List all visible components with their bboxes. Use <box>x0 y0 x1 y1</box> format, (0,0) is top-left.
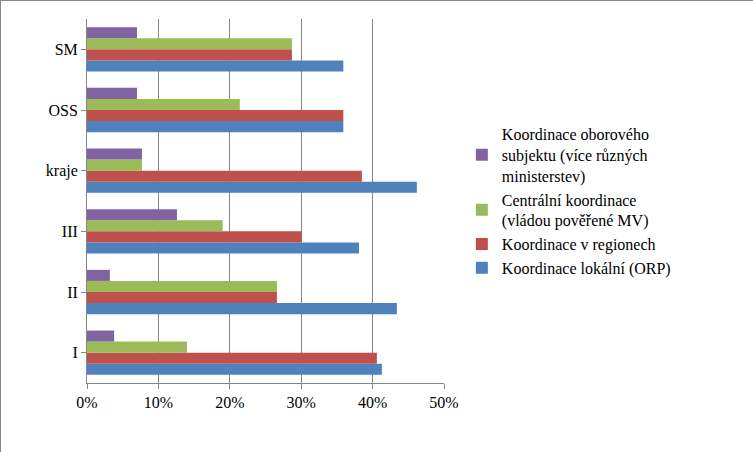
svg-text:kraje: kraje <box>46 162 78 180</box>
svg-text:OSS: OSS <box>48 102 77 119</box>
svg-text:40%: 40% <box>358 394 387 411</box>
svg-text:30%: 30% <box>287 394 316 411</box>
svg-text:20%: 20% <box>215 394 244 411</box>
svg-text:50%: 50% <box>429 394 458 411</box>
svg-text:Koordinace v regionech: Koordinace v regionech <box>502 236 656 254</box>
svg-text:Koordinace lokální (ORP): Koordinace lokální (ORP) <box>502 260 671 278</box>
svg-text:I: I <box>72 344 77 361</box>
svg-text:0%: 0% <box>76 394 97 411</box>
svg-text:II: II <box>67 284 78 301</box>
svg-text:III: III <box>62 223 78 240</box>
svg-text:Koordinace oborovéhosubjektu (: Koordinace oborovéhosubjektu (více různý… <box>502 126 649 186</box>
svg-text:Centrální koordinace(vládou po: Centrální koordinace(vládou pověřené MV) <box>502 192 649 231</box>
svg-text:SM: SM <box>55 41 78 58</box>
svg-text:10%: 10% <box>144 394 173 411</box>
